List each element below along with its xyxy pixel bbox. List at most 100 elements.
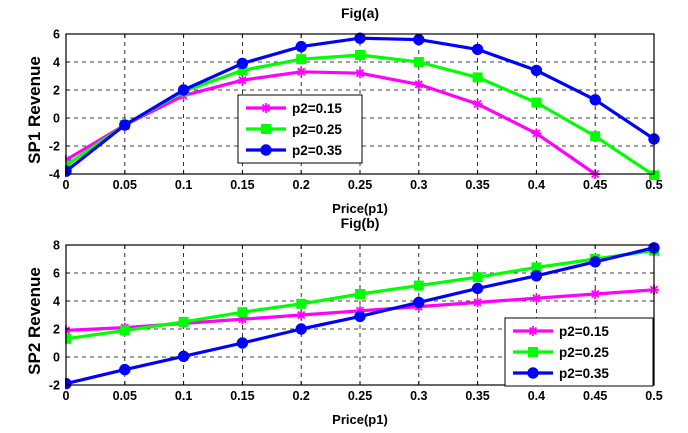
- legend: p2=0.15 p2=0.25 p2=0.35: [237, 94, 363, 164]
- x-tick-label: 0.1: [175, 389, 192, 403]
- y-tick-label: 4: [53, 56, 60, 70]
- data-point: [413, 280, 424, 291]
- data-point: [237, 75, 248, 86]
- data-point: [119, 119, 131, 131]
- x-tick-label: 0.45: [583, 178, 607, 192]
- data-point: [472, 272, 483, 283]
- legend-marker: [528, 326, 538, 336]
- data-point: [531, 97, 542, 108]
- y-tick-label: 2: [53, 84, 60, 98]
- x-tick-label: 0.15: [230, 178, 254, 192]
- panel-a: 0 0.05 0.1 0.15 0.2 0.25 0.3 0.35 0.4 0.45 0.5 -4 -2…: [25, 5, 663, 216]
- legend-marker: [261, 124, 271, 134]
- x-axis-label: Price(p1): [332, 412, 388, 427]
- legend-entry: p2=0.15: [246, 101, 342, 116]
- x-tick-label: 0.3: [410, 389, 427, 403]
- data-point: [413, 57, 424, 67]
- data-point: [471, 43, 484, 56]
- y-tick-label: -2: [49, 379, 60, 393]
- data-point: [354, 32, 366, 44]
- data-point: [355, 289, 365, 299]
- y-tick-label: -2: [49, 140, 60, 154]
- data-point: [65, 160, 71, 171]
- legend: p2=0.15 p2=0.25 p2=0.35: [504, 317, 654, 387]
- data-point: [119, 363, 131, 376]
- x-tick-label: 0.25: [348, 389, 372, 403]
- legend-label: p2=0.25: [292, 122, 342, 137]
- data-point: [530, 270, 543, 282]
- y-tick-label: 2: [53, 323, 60, 337]
- x-tick-label: 0: [63, 178, 70, 192]
- data-point: [354, 310, 366, 323]
- data-point: [413, 79, 424, 90]
- chart-title: Fig(a): [341, 5, 379, 21]
- data-point: [413, 296, 425, 309]
- legend-entry: p2=0.35: [513, 366, 609, 381]
- x-axis: 0 0.05 0.1 0.15 0.2 0.25 0.3 0.35 0.4 0.45 0.5: [63, 34, 663, 192]
- data-point: [237, 65, 248, 76]
- data-point: [530, 64, 543, 77]
- y-axis-label: SP1 Revenue: [25, 56, 44, 164]
- data-point: [65, 333, 71, 344]
- x-tick-label: 0.05: [113, 178, 137, 192]
- x-tick-label: 0.4: [528, 178, 545, 192]
- panel-b: 0 0.05 0.1 0.15 0.2 0.25 0.3 0.35 0.4 0.45 0.5-202…: [25, 215, 663, 427]
- y-axis: -4 -2 0 2 4 6: [49, 28, 654, 182]
- x-tick-label: 0.15: [230, 389, 254, 403]
- x-tick-label: 0.35: [465, 389, 489, 403]
- legend-marker: [528, 347, 538, 357]
- x-tick-label: 0.1: [175, 178, 192, 192]
- data-point: [471, 282, 484, 295]
- data-point: [177, 350, 190, 362]
- y-tick-label: 8: [53, 239, 60, 253]
- data-point: [531, 262, 542, 273]
- legend-label: p2=0.25: [559, 345, 609, 360]
- x-tick-label: 0.2: [293, 389, 310, 403]
- data-point: [295, 40, 307, 53]
- data-point: [296, 66, 307, 77]
- x-tick-label: 0.4: [528, 389, 545, 403]
- y-tick-label: -4: [49, 168, 60, 182]
- x-tick-label: 0.25: [348, 178, 372, 192]
- legend-entry: p2=0.35: [246, 143, 342, 158]
- x-tick-label: 0.45: [583, 389, 607, 403]
- y-tick-label: 0: [53, 351, 60, 365]
- data-point: [589, 256, 601, 268]
- legend-label: p2=0.15: [292, 101, 342, 116]
- data-point: [531, 128, 542, 139]
- y-tick-label: 4: [53, 295, 60, 309]
- x-tick-label: 0.2: [293, 178, 310, 192]
- legend-marker: [260, 144, 272, 156]
- x-tick-label: 0.3: [410, 178, 427, 192]
- data-point: [355, 68, 365, 79]
- legend-marker: [261, 103, 271, 113]
- data-point: [590, 289, 601, 299]
- data-point: [589, 94, 601, 106]
- data-point: [472, 72, 483, 83]
- series-line: [65, 70, 597, 176]
- y-tick-label: 0: [53, 112, 60, 126]
- data-point: [296, 310, 307, 320]
- data-point: [531, 293, 542, 304]
- x-tick-label: 0.35: [465, 178, 489, 192]
- series-circle: [65, 242, 660, 390]
- legend-label: p2=0.35: [292, 143, 342, 158]
- data-point: [590, 131, 601, 142]
- legend-entry: p2=0.25: [513, 345, 609, 360]
- y-axis: -2 0 2 4 6 8: [49, 239, 654, 393]
- legend-label: p2=0.15: [559, 324, 609, 339]
- legend-entry: p2=0.25: [246, 122, 342, 137]
- data-point: [237, 307, 248, 318]
- y-tick-label: 6: [53, 28, 60, 42]
- data-point: [236, 337, 249, 349]
- y-tick-label: 6: [53, 267, 60, 281]
- data-point: [295, 323, 307, 335]
- data-point: [472, 99, 483, 109]
- x-axis-label: Price(p1): [332, 201, 388, 216]
- legend-marker: [527, 367, 539, 379]
- y-axis-label: SP2 Revenue: [25, 267, 44, 375]
- series-square: [65, 245, 659, 344]
- legend-entry: p2=0.15: [513, 324, 609, 339]
- data-point: [472, 297, 483, 308]
